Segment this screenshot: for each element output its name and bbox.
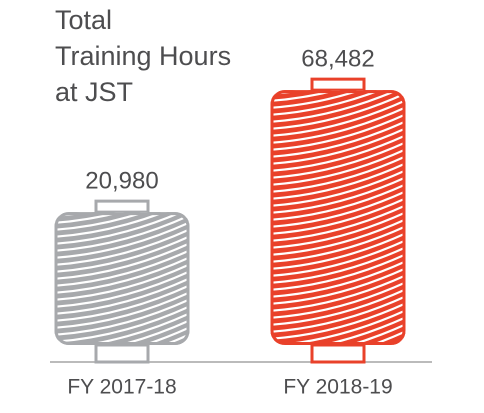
thread (54, 261, 190, 302)
thread (270, 195, 406, 236)
thread (54, 324, 190, 345)
thread (270, 188, 406, 229)
thread (270, 328, 406, 345)
thread (270, 237, 406, 278)
thread (270, 230, 406, 271)
thread (270, 153, 406, 194)
thread (270, 251, 406, 292)
title-line: Training Hours (55, 41, 231, 71)
thread (270, 321, 406, 345)
spool-top-tab (94, 199, 150, 214)
thread (54, 289, 190, 330)
thread (54, 219, 190, 260)
thread (270, 279, 406, 320)
x-tick-label: FY 2017-18 (67, 376, 176, 399)
value-label: 68,482 (301, 45, 374, 72)
thread-lines (54, 212, 190, 345)
spool (270, 77, 406, 364)
thread (54, 212, 190, 239)
thread (270, 202, 406, 243)
thread (270, 160, 406, 201)
thread (54, 296, 190, 337)
thread (54, 212, 190, 253)
thread (270, 265, 406, 306)
thread (270, 307, 406, 345)
thread (54, 212, 190, 232)
chart-title: Total Training Hours at JST (55, 5, 231, 107)
thread (270, 139, 406, 180)
spool-bottom-tab (94, 343, 150, 364)
thread (270, 111, 406, 152)
thread (270, 97, 406, 138)
thread (54, 268, 190, 309)
x-tick-label: FY 2018-19 (283, 376, 392, 399)
spool-outline (54, 212, 190, 345)
thread (54, 247, 190, 288)
thread (54, 282, 190, 323)
thread (270, 90, 406, 117)
thread (270, 272, 406, 313)
thread (270, 258, 406, 299)
thread (270, 167, 406, 208)
thread (270, 146, 406, 187)
spool-bottom-tab (310, 343, 366, 364)
thread (54, 303, 190, 344)
thread (54, 212, 190, 225)
thread (270, 132, 406, 173)
thread (270, 209, 406, 250)
thread (54, 226, 190, 267)
thread (270, 90, 406, 110)
thread (270, 174, 406, 215)
title-line: Total (55, 5, 112, 35)
spool-top-tab (310, 77, 366, 92)
title-line: at JST (55, 77, 133, 107)
thread (270, 223, 406, 264)
thread (54, 275, 190, 316)
thread (270, 118, 406, 159)
thread (270, 90, 406, 103)
thread (270, 286, 406, 327)
thread (270, 293, 406, 334)
value-label: 20,980 (85, 167, 158, 194)
thread (270, 244, 406, 285)
thread (270, 104, 406, 145)
thread (270, 181, 406, 222)
thread (54, 310, 190, 345)
thread (54, 240, 190, 281)
thread (270, 90, 406, 131)
spool (54, 199, 190, 364)
thread (54, 331, 190, 345)
thread (270, 300, 406, 341)
thread (54, 233, 190, 274)
thread (54, 254, 190, 295)
spool-body (54, 212, 190, 345)
spool-outline (270, 90, 406, 345)
thread (270, 125, 406, 166)
thread (270, 314, 406, 345)
thread (270, 216, 406, 257)
